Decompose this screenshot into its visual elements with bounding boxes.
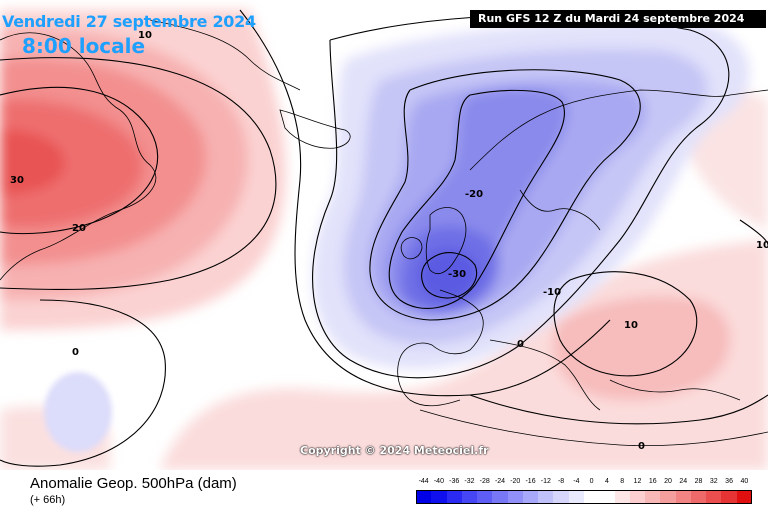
- legend-swatch: [599, 490, 616, 504]
- label-zero-med: 0: [638, 441, 645, 452]
- label-minus20: -20: [465, 189, 483, 200]
- legend-swatch: [477, 490, 493, 504]
- legend-label: -12: [540, 478, 551, 485]
- label-minus10: -10: [543, 287, 561, 298]
- arctic-canada-coast: [149, 19, 301, 91]
- legend-label: -20: [510, 478, 521, 485]
- legend-label: 20: [664, 478, 672, 485]
- label-plus20: 20: [72, 223, 86, 234]
- legend-label: 16: [648, 478, 657, 485]
- greenland-coast: [0, 32, 157, 281]
- contour-plus10: [239, 9, 611, 397]
- legend-label: 24: [679, 478, 688, 485]
- legend-swatch: [629, 490, 646, 504]
- ireland-coast: [400, 237, 423, 260]
- label-plus10-east: 10: [756, 240, 768, 251]
- legend-swatch: [446, 490, 463, 504]
- legend-swatch: [721, 490, 738, 504]
- lead-time: (+ 66h): [30, 494, 66, 506]
- legend-label: 0: [589, 478, 594, 485]
- label-minus30: -30: [448, 269, 466, 280]
- legend-label: -8: [557, 478, 565, 485]
- run-info-banner: Run GFS 12 Z du Mardi 24 septembre 2024: [470, 10, 766, 28]
- iceland-coast: [279, 109, 351, 149]
- legend-label: 40: [740, 478, 749, 485]
- legend-swatch: [507, 490, 524, 504]
- legend-label: 4: [604, 478, 609, 485]
- label-zero-biscay: 0: [517, 339, 524, 350]
- legend-label: 36: [725, 478, 733, 485]
- legend-swatch: [431, 490, 448, 504]
- legend-swatch: [690, 490, 707, 504]
- valid-date: Vendredi 27 septembre 2024: [2, 12, 256, 31]
- legend-swatch: [492, 490, 509, 504]
- label-plus10-balkans: 10: [624, 320, 638, 331]
- contour-plus30: [0, 86, 159, 235]
- atlantic-negative-blob: [44, 372, 112, 452]
- legend-border: [416, 490, 752, 504]
- contour-zero-atlantic: [0, 299, 166, 467]
- baltic-coast: [519, 189, 601, 231]
- legend-label: -36: [449, 478, 460, 485]
- legend-label: 32: [709, 478, 718, 485]
- label-plus30: 30: [10, 175, 24, 186]
- legend-swatch: [461, 490, 478, 504]
- balkans-coast: [609, 379, 741, 401]
- legend-swatch: [736, 490, 753, 504]
- contour-minus30-inner: [421, 252, 478, 299]
- color-legend: -44 -40 -36 -32 -28 -24 -20 -16 -12 -8 -4 0 4 8 12 16 20…: [416, 478, 753, 508]
- legend-label: 28: [694, 478, 703, 485]
- legend-swatch: [568, 490, 585, 504]
- legend-label: -16: [525, 478, 536, 485]
- legend-swatch: [645, 490, 661, 504]
- great-britain-coast: [425, 207, 467, 274]
- legend-label: 8: [620, 478, 625, 485]
- iberia-france-coast: [397, 289, 484, 407]
- contour-zero-med: [469, 394, 768, 425]
- legend-label: -28: [479, 478, 490, 485]
- label-plus10: 10: [138, 30, 152, 41]
- legend-label: -24: [494, 478, 506, 485]
- label-zero-atlantic: 0: [72, 347, 79, 358]
- valid-time: 8:00 locale: [22, 34, 146, 58]
- italy-coast: [489, 339, 601, 411]
- parameter-title: Anomalie Geop. 500hPa (dam): [30, 475, 237, 492]
- legend-label: -32: [464, 478, 475, 485]
- legend-swatch: [522, 490, 539, 504]
- greenland-positive-anomaly: [0, 10, 286, 330]
- copyright-notice: Copyright © 2024 Meteociel.fr: [300, 444, 489, 457]
- north-africa-coast: [419, 409, 768, 447]
- anomaly-map-graphic: 30 20 10 0 -30 -20 -10 0 10 10 0: [0, 9, 768, 470]
- legend-swatch: [706, 490, 722, 504]
- legend-swatch: [416, 490, 432, 504]
- map-footer: Anomalie Geop. 500hPa (dam) (+ 66h) -44-…: [0, 470, 768, 512]
- legend-label: -44: [418, 478, 429, 485]
- legend-swatch: [553, 490, 570, 504]
- contour-plus20: [0, 57, 277, 291]
- coastlines: [0, 19, 768, 447]
- contour-minus30-outer: [388, 89, 565, 309]
- scandinavia-coast: [469, 89, 768, 171]
- legend-label: -40: [433, 478, 444, 485]
- forecast-map: 30 20 10 0 -30 -20 -10 0 10 10 0 Vendred…: [0, 9, 768, 470]
- legend-label: -4: [573, 478, 580, 485]
- legend-swatch: [584, 490, 600, 504]
- contour-balkans-10: [553, 271, 698, 377]
- legend-swatch: [660, 490, 677, 504]
- legend-swatch: [675, 490, 692, 504]
- contour-labels: 30 20 10 0 -30 -20 -10 0 10 10 0: [10, 30, 768, 452]
- legend-label: 12: [633, 478, 642, 485]
- contour-minus20: [369, 69, 641, 321]
- legend-swatch: [538, 490, 554, 504]
- southern-positive-anomaly: [0, 60, 768, 470]
- legend-swatch: [614, 490, 631, 504]
